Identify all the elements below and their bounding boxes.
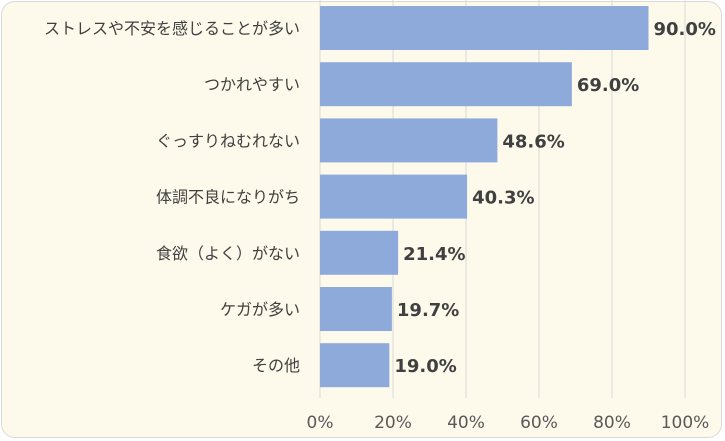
x-tick-label: 40%	[447, 413, 485, 433]
bar	[320, 343, 390, 388]
bar	[320, 62, 572, 107]
bar	[320, 174, 468, 219]
data-labels: 90.0% 69.0% 48.6% 40.3% 21.4% 19.7% 19.0%	[394, 19, 716, 377]
category-label: つかれやすい	[204, 75, 300, 94]
data-label: 90.0%	[654, 19, 716, 40]
data-label: 48.6%	[502, 131, 564, 152]
data-label: 69.0%	[577, 75, 639, 96]
data-label: 19.7%	[397, 300, 459, 321]
x-tick-label: 60%	[520, 413, 558, 433]
bar	[320, 287, 392, 331]
bar	[320, 118, 498, 163]
category-label: 体調不良になりがち	[156, 188, 300, 207]
category-label: ケガが多い	[220, 300, 300, 319]
bars	[320, 6, 649, 388]
bar	[320, 230, 399, 275]
category-labels: ストレスや不安を感じることが多いつかれやすいぐっすりねむれない体調不良になりがち…	[44, 19, 300, 375]
category-label: ぐっすりねむれない	[156, 131, 300, 150]
category-label: ストレスや不安を感じることが多い	[44, 19, 300, 38]
x-tick-label: 0%	[307, 413, 334, 433]
x-tick-label: 20%	[374, 413, 412, 433]
x-tick-label: 100%	[661, 413, 710, 433]
x-tick-label: 80%	[593, 413, 631, 433]
data-label: 19.0%	[394, 356, 456, 377]
bar	[320, 6, 649, 50]
data-label: 21.4%	[403, 244, 465, 265]
category-label: その他	[252, 356, 300, 375]
category-label: 食欲（よく）がない	[156, 244, 300, 263]
data-label: 40.3%	[472, 188, 534, 209]
x-tick-labels: 0% 20% 40% 60% 80% 100%	[307, 413, 710, 433]
